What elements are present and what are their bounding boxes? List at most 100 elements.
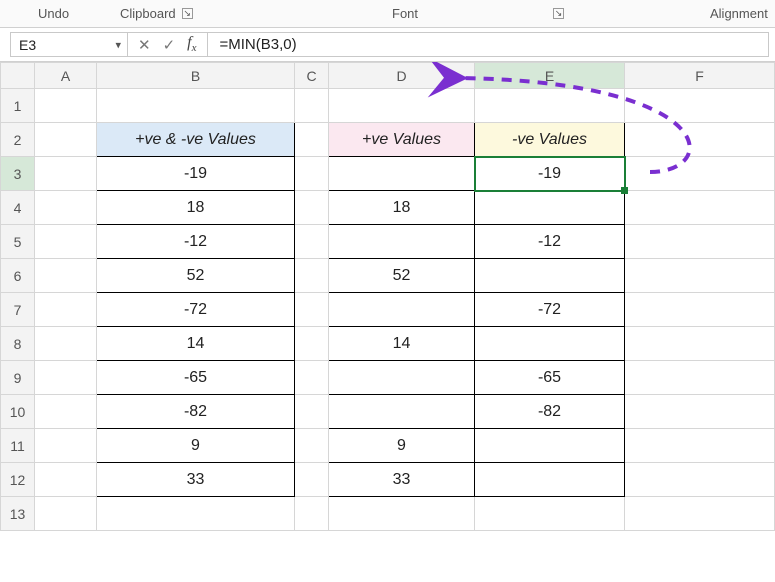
cell-B5[interactable]: -12 (97, 225, 295, 259)
cell-F6[interactable] (625, 259, 775, 293)
cell-E5[interactable]: -12 (475, 225, 625, 259)
cell-D11[interactable]: 9 (329, 429, 475, 463)
row-header-6[interactable]: 6 (1, 259, 35, 293)
cell-E2[interactable]: -ve Values (475, 123, 625, 157)
formula-input[interactable]: =MIN(B3,0) (208, 32, 770, 57)
cell-F2[interactable] (625, 123, 775, 157)
row-header-12[interactable]: 12 (1, 463, 35, 497)
cell-D13[interactable] (329, 497, 475, 531)
cell-E7[interactable]: -72 (475, 293, 625, 327)
cell-C6[interactable] (295, 259, 329, 293)
row-header-3[interactable]: 3 (1, 157, 35, 191)
clipboard-dialog-launcher-icon[interactable]: ↘ (182, 8, 193, 19)
cell-C8[interactable] (295, 327, 329, 361)
row-header-10[interactable]: 10 (1, 395, 35, 429)
cell-A13[interactable] (35, 497, 97, 531)
cell-A12[interactable] (35, 463, 97, 497)
row-header-2[interactable]: 2 (1, 123, 35, 157)
cell-E4[interactable] (475, 191, 625, 225)
chevron-down-icon[interactable]: ▾ (115, 38, 121, 51)
cell-F8[interactable] (625, 327, 775, 361)
cell-C11[interactable] (295, 429, 329, 463)
cell-D5[interactable] (329, 225, 475, 259)
cell-C1[interactable] (295, 89, 329, 123)
row-header-5[interactable]: 5 (1, 225, 35, 259)
cell-F5[interactable] (625, 225, 775, 259)
cell-C4[interactable] (295, 191, 329, 225)
cell-E3[interactable]: -19 (475, 157, 625, 191)
cancel-formula-icon[interactable]: ✕ (138, 36, 151, 54)
cell-B1[interactable] (97, 89, 295, 123)
cell-A10[interactable] (35, 395, 97, 429)
cell-A11[interactable] (35, 429, 97, 463)
font-dialog-launcher-icon[interactable]: ↘ (553, 8, 564, 19)
col-header-B[interactable]: B (97, 63, 295, 89)
cell-C13[interactable] (295, 497, 329, 531)
cell-E9[interactable]: -65 (475, 361, 625, 395)
cell-E12[interactable] (475, 463, 625, 497)
cell-D2[interactable]: +ve Values (329, 123, 475, 157)
cell-C9[interactable] (295, 361, 329, 395)
cell-D10[interactable] (329, 395, 475, 429)
cell-A6[interactable] (35, 259, 97, 293)
cell-B7[interactable]: -72 (97, 293, 295, 327)
cell-B11[interactable]: 9 (97, 429, 295, 463)
cell-F1[interactable] (625, 89, 775, 123)
col-header-C[interactable]: C (295, 63, 329, 89)
row-header-9[interactable]: 9 (1, 361, 35, 395)
cell-B8[interactable]: 14 (97, 327, 295, 361)
cell-B10[interactable]: -82 (97, 395, 295, 429)
cell-F3[interactable] (625, 157, 775, 191)
cell-E10[interactable]: -82 (475, 395, 625, 429)
cell-A2[interactable] (35, 123, 97, 157)
cell-D6[interactable]: 52 (329, 259, 475, 293)
cell-B3[interactable]: -19 (97, 157, 295, 191)
cell-F13[interactable] (625, 497, 775, 531)
name-box[interactable]: E3 ▾ (10, 32, 128, 57)
cell-E6[interactable] (475, 259, 625, 293)
col-header-E[interactable]: E (475, 63, 625, 89)
cell-B4[interactable]: 18 (97, 191, 295, 225)
cell-C12[interactable] (295, 463, 329, 497)
cell-B9[interactable]: -65 (97, 361, 295, 395)
cell-C3[interactable] (295, 157, 329, 191)
cell-A3[interactable] (35, 157, 97, 191)
cell-D1[interactable] (329, 89, 475, 123)
cell-F4[interactable] (625, 191, 775, 225)
cell-A4[interactable] (35, 191, 97, 225)
cell-E13[interactable] (475, 497, 625, 531)
col-header-A[interactable]: A (35, 63, 97, 89)
select-all-corner[interactable] (1, 63, 35, 89)
cell-A7[interactable] (35, 293, 97, 327)
enter-formula-icon[interactable]: ✓ (163, 36, 176, 54)
cell-E8[interactable] (475, 327, 625, 361)
cell-B2[interactable]: +ve & -ve Values (97, 123, 295, 157)
cell-D7[interactable] (329, 293, 475, 327)
cell-B13[interactable] (97, 497, 295, 531)
cell-E11[interactable] (475, 429, 625, 463)
cell-F11[interactable] (625, 429, 775, 463)
cell-D8[interactable]: 14 (329, 327, 475, 361)
cell-D3[interactable] (329, 157, 475, 191)
row-header-1[interactable]: 1 (1, 89, 35, 123)
cell-D9[interactable] (329, 361, 475, 395)
col-header-F[interactable]: F (625, 63, 775, 89)
cell-F10[interactable] (625, 395, 775, 429)
cell-F9[interactable] (625, 361, 775, 395)
cell-A1[interactable] (35, 89, 97, 123)
cell-C5[interactable] (295, 225, 329, 259)
row-header-13[interactable]: 13 (1, 497, 35, 531)
cell-B12[interactable]: 33 (97, 463, 295, 497)
row-header-8[interactable]: 8 (1, 327, 35, 361)
cell-C2[interactable] (295, 123, 329, 157)
cell-E1[interactable] (475, 89, 625, 123)
cell-F12[interactable] (625, 463, 775, 497)
row-header-4[interactable]: 4 (1, 191, 35, 225)
fx-icon[interactable]: fx (187, 34, 196, 54)
cell-D12[interactable]: 33 (329, 463, 475, 497)
cell-B6[interactable]: 52 (97, 259, 295, 293)
cell-D4[interactable]: 18 (329, 191, 475, 225)
cell-C7[interactable] (295, 293, 329, 327)
row-header-11[interactable]: 11 (1, 429, 35, 463)
cell-A8[interactable] (35, 327, 97, 361)
